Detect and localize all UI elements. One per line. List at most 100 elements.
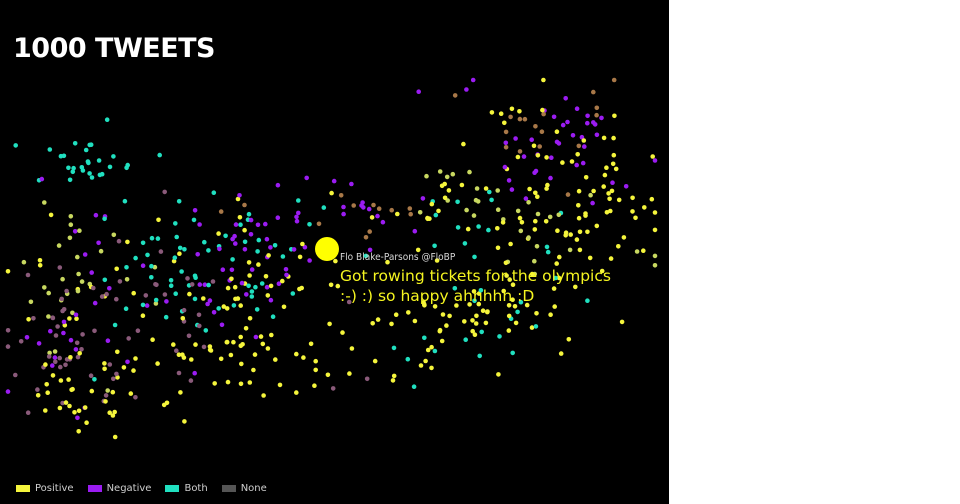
tweet-dot[interactable]	[341, 211, 346, 217]
tweet-dot[interactable]	[276, 281, 282, 287]
tweet-dot[interactable]	[570, 133, 576, 138]
tweet-dot[interactable]	[181, 307, 187, 313]
tweet-dot[interactable]	[526, 200, 531, 205]
tweet-dot[interactable]	[329, 190, 334, 196]
tweet-dot[interactable]	[91, 285, 96, 291]
tweet-dot[interactable]	[455, 225, 461, 230]
tweet-dot[interactable]	[531, 143, 537, 149]
tweet-dot[interactable]	[553, 275, 558, 281]
tweet-dot[interactable]	[238, 381, 244, 387]
tweet-dot[interactable]	[238, 334, 243, 340]
tweet-dot[interactable]	[125, 239, 130, 245]
tweet-dot[interactable]	[476, 224, 481, 229]
tweet-dot[interactable]	[163, 314, 169, 320]
tweet-dot[interactable]	[582, 144, 587, 149]
tweet-dot[interactable]	[74, 340, 80, 346]
tweet-dot[interactable]	[594, 105, 600, 111]
tweet-dot[interactable]	[446, 188, 452, 193]
tweet-dot[interactable]	[124, 277, 130, 282]
tweet-dot[interactable]	[89, 270, 94, 275]
tweet-dot[interactable]	[60, 276, 65, 282]
tweet-dot[interactable]	[347, 371, 352, 376]
tweet-dot[interactable]	[50, 373, 56, 378]
tweet-dot[interactable]	[331, 178, 337, 184]
tweet-dot[interactable]	[124, 165, 129, 171]
tweet-dot[interactable]	[272, 243, 278, 248]
tweet-dot[interactable]	[606, 191, 611, 196]
tweet-dot[interactable]	[21, 259, 27, 265]
tweet-dot[interactable]	[238, 343, 244, 349]
tweet-dot[interactable]	[89, 388, 95, 394]
tweet-dot[interactable]	[512, 304, 518, 309]
tweet-dot[interactable]	[155, 236, 161, 241]
tweet-dot[interactable]	[140, 313, 146, 319]
tweet-dot[interactable]	[263, 274, 269, 279]
tweet-dot[interactable]	[266, 253, 271, 258]
tweet-dot[interactable]	[249, 294, 255, 299]
tweet-dot[interactable]	[518, 299, 524, 305]
tweet-dot[interactable]	[619, 319, 625, 325]
tweet-dot[interactable]	[439, 338, 445, 344]
tweet-dot[interactable]	[84, 420, 89, 426]
tweet-dot[interactable]	[268, 297, 274, 303]
tweet-dot[interactable]	[556, 275, 562, 281]
tweet-dot[interactable]	[473, 321, 479, 326]
tweet-dot[interactable]	[652, 227, 658, 233]
tweet-dot[interactable]	[45, 390, 50, 396]
tweet-dot[interactable]	[429, 201, 435, 207]
tweet-dot[interactable]	[405, 356, 411, 362]
tweet-dot[interactable]	[238, 303, 243, 308]
tweet-dot[interactable]	[237, 193, 242, 198]
tweet-dot[interactable]	[299, 285, 305, 291]
tweet-dot[interactable]	[249, 289, 255, 294]
tweet-dot[interactable]	[462, 241, 468, 246]
legend-item-positive[interactable]: Positive	[16, 483, 74, 494]
legend-item-negative[interactable]: Negative	[87, 483, 151, 494]
tweet-dot[interactable]	[554, 261, 559, 266]
tweet-dot[interactable]	[376, 206, 382, 211]
tweet-dot[interactable]	[102, 277, 108, 283]
tweet-dot[interactable]	[67, 235, 73, 241]
tweet-dot[interactable]	[498, 111, 504, 116]
tweet-dot[interactable]	[417, 210, 423, 215]
tweet-dot[interactable]	[207, 347, 213, 353]
tweet-dot[interactable]	[545, 249, 551, 255]
tweet-dot[interactable]	[650, 154, 655, 159]
tweet-dot[interactable]	[474, 186, 480, 191]
tweet-dot[interactable]	[253, 284, 258, 290]
tweet-dot[interactable]	[50, 315, 55, 321]
tweet-dot[interactable]	[63, 362, 68, 368]
tweet-dot[interactable]	[506, 328, 512, 333]
tweet-dot[interactable]	[470, 318, 475, 323]
tweet-dot[interactable]	[585, 113, 590, 119]
tweet-dot[interactable]	[143, 293, 149, 298]
tweet-dot[interactable]	[577, 247, 583, 253]
tweet-dot[interactable]	[508, 114, 513, 120]
tweet-dot[interactable]	[105, 338, 111, 344]
tweet-dot[interactable]	[232, 284, 238, 290]
tweet-dot[interactable]	[220, 267, 226, 273]
tweet-dot[interactable]	[608, 256, 614, 261]
tweet-dot[interactable]	[501, 288, 507, 294]
tweet-dot[interactable]	[247, 273, 252, 278]
tweet-dot[interactable]	[554, 129, 560, 134]
tweet-dot[interactable]	[537, 144, 542, 149]
tweet-dot[interactable]	[217, 246, 222, 252]
tweet-dot[interactable]	[149, 263, 154, 269]
tweet-dot[interactable]	[103, 399, 108, 404]
tweet-dot[interactable]	[577, 229, 583, 235]
tweet-dot[interactable]	[422, 335, 427, 341]
tweet-dot[interactable]	[455, 199, 460, 205]
tweet-dot[interactable]	[611, 152, 617, 158]
tweet-dot[interactable]	[131, 290, 136, 296]
tweet-dot[interactable]	[366, 206, 372, 212]
tweet-dot[interactable]	[96, 158, 102, 163]
tweet-dot[interactable]	[573, 284, 578, 290]
tweet-dot[interactable]	[247, 380, 253, 385]
tweet-dot[interactable]	[280, 254, 286, 259]
tweet-dot[interactable]	[558, 351, 564, 356]
tweet-dot[interactable]	[588, 192, 593, 198]
tweet-dot[interactable]	[249, 267, 255, 272]
tweet-dot[interactable]	[437, 328, 443, 334]
tweet-dot[interactable]	[304, 175, 310, 181]
